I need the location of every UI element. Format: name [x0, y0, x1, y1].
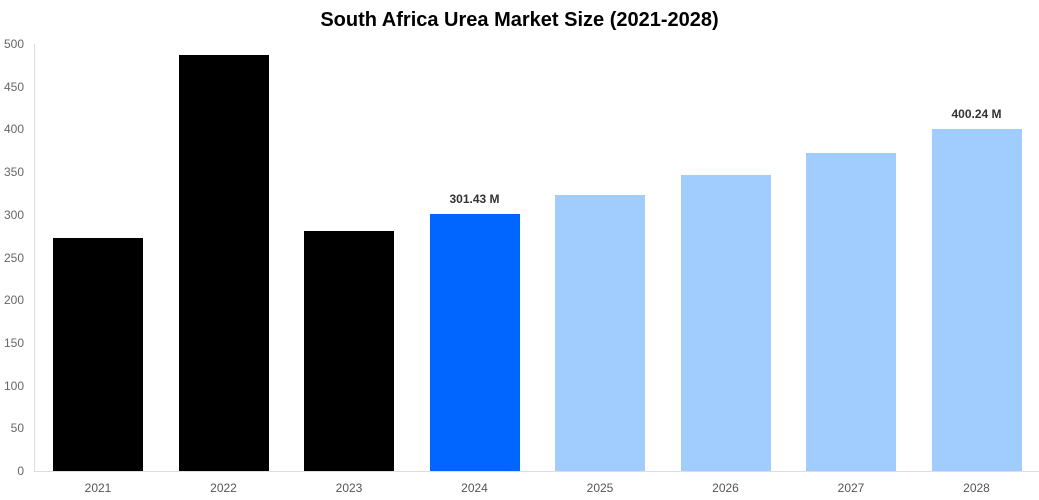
chart-title: South Africa Urea Market Size (2021-2028… [320, 9, 719, 31]
x-tick-label: 2027 [837, 481, 865, 495]
x-tick-label: 2026 [712, 481, 739, 495]
x-tick-label: 2024 [461, 481, 488, 495]
y-tick-label: 50 [10, 421, 24, 436]
y-tick-label: 350 [3, 165, 24, 180]
y-tick-label: 100 [3, 378, 24, 393]
bar-2025[interactable] [555, 195, 645, 471]
bar-2023[interactable] [304, 231, 394, 471]
y-tick-label: 500 [3, 37, 24, 51]
bar-2026[interactable] [680, 174, 771, 471]
x-tick-label: 2021 [84, 481, 112, 495]
y-tick-label: 0 [17, 464, 24, 478]
plot-area: 301.43 M 400.24 M [34, 44, 1039, 471]
bar-2022[interactable] [178, 55, 269, 471]
x-tick-label: 2025 [586, 481, 614, 495]
bar-2027[interactable] [806, 153, 896, 471]
bar-data-label: 301.43 M [449, 191, 500, 206]
x-axis-line [34, 471, 1039, 472]
bar-2024[interactable]: 301.43 M [429, 192, 520, 471]
bar-data-label: 400.24 M [951, 107, 1002, 122]
y-axis-line [34, 44, 35, 471]
bar-2028[interactable]: 400.24 M [931, 107, 1022, 471]
y-tick-label: 150 [3, 335, 24, 350]
x-tick-label: 2023 [335, 481, 363, 495]
y-tick-label: 400 [3, 122, 24, 137]
y-tick-label: 200 [3, 293, 24, 308]
y-tick-label: 250 [3, 250, 24, 265]
y-tick-label: 450 [3, 79, 24, 94]
x-tick-label: 2028 [963, 481, 990, 495]
bar-2021[interactable] [53, 237, 143, 471]
x-tick-label: 2022 [210, 481, 237, 495]
y-tick-label: 300 [3, 207, 24, 222]
